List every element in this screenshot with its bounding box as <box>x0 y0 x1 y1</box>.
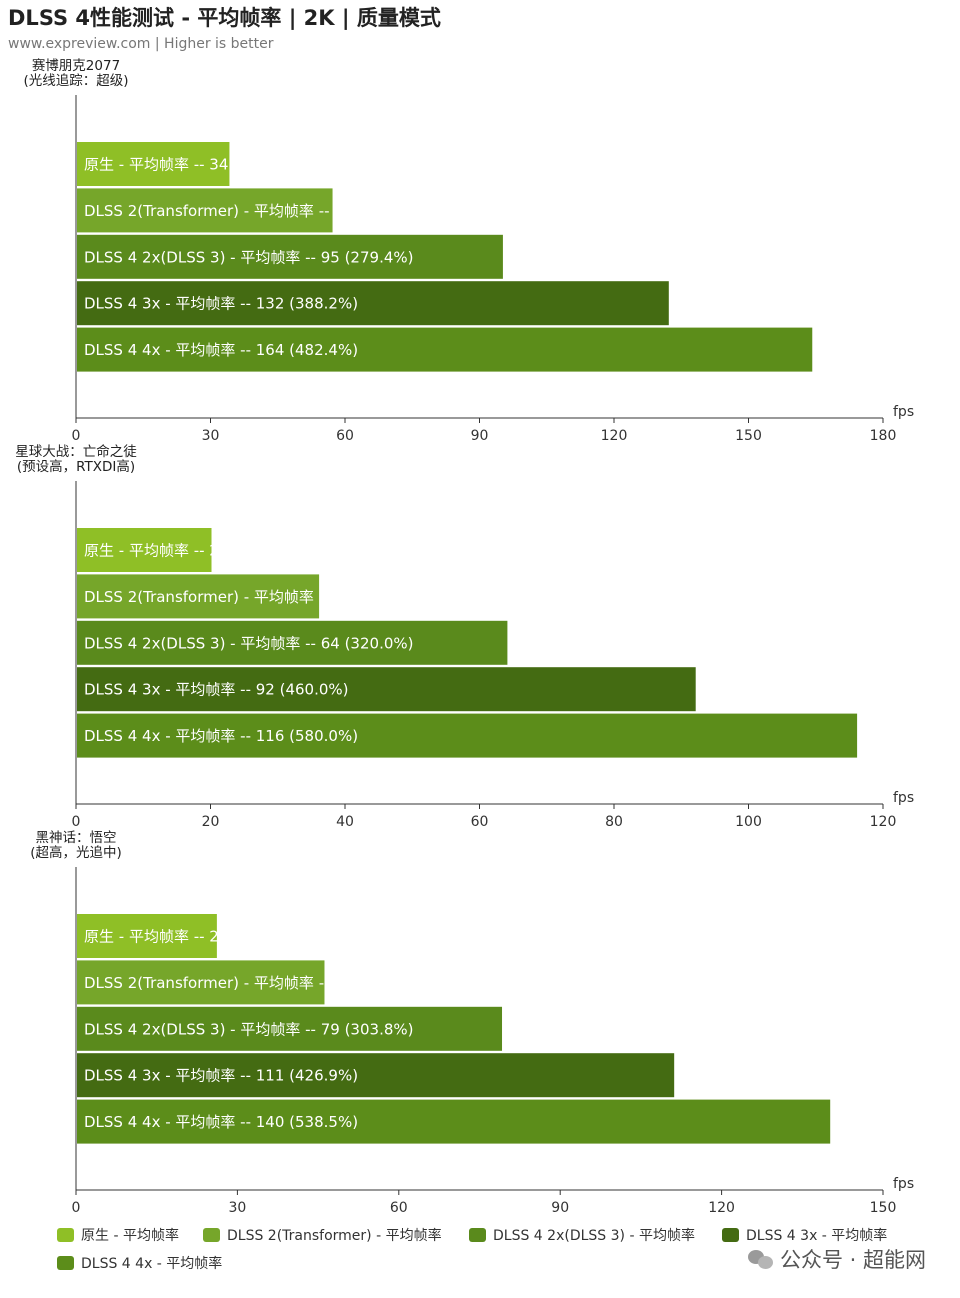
legend-label: 原生 - 平均帧率 <box>81 1227 179 1244</box>
legend-swatch <box>469 1228 486 1242</box>
bar <box>77 528 212 572</box>
x-tick-label: 60 <box>390 1200 408 1216</box>
bar <box>77 327 813 372</box>
legend-label: DLSS 4 2x(DLSS 3) - 平均帧率 <box>493 1227 695 1244</box>
bar <box>77 914 217 958</box>
legend-label: DLSS 4 3x - 平均帧率 <box>746 1227 887 1244</box>
x-tick-label: 90 <box>551 1200 569 1216</box>
x-unit-label: fps <box>893 790 914 806</box>
bar <box>77 667 696 712</box>
bar <box>77 142 230 186</box>
legend-label: DLSS 2(Transformer) - 平均帧率 <box>227 1227 442 1244</box>
watermark: 公众号 · 超能网 <box>747 1244 926 1274</box>
x-tick-label: 0 <box>72 814 81 830</box>
bar-label: DLSS 4 4x - 平均帧率 -- 164 (482.4%) <box>84 341 358 359</box>
bar <box>77 1099 831 1144</box>
legend-swatch <box>57 1228 74 1242</box>
watermark-text: 公众号 · 超能网 <box>779 1248 926 1272</box>
bar-label: DLSS 4 3x - 平均帧率 -- 92 (460.0%) <box>84 681 349 699</box>
x-tick-label: 100 <box>735 814 762 830</box>
bar-label: DLSS 4 2x(DLSS 3) - 平均帧率 -- 95 (279.4%) <box>84 248 413 266</box>
x-tick-label: 90 <box>471 428 489 444</box>
bar-label: DLSS 2(Transformer) - 平均帧率 -- 46 (176.9%… <box>84 974 427 992</box>
x-tick-label: 120 <box>601 428 628 444</box>
bar-label: DLSS 2(Transformer) - 平均帧率 -- 57 (167.6%… <box>84 202 427 220</box>
game-label: 黑神话：悟空 <box>36 830 117 846</box>
bar-label: DLSS 4 2x(DLSS 3) - 平均帧率 -- 79 (303.8%) <box>84 1020 413 1038</box>
x-tick-label: 180 <box>870 428 897 444</box>
legend-swatch <box>722 1228 739 1242</box>
x-tick-label: 80 <box>605 814 623 830</box>
x-tick-label: 120 <box>708 1200 735 1216</box>
legend-swatch <box>57 1256 74 1270</box>
bar-label: DLSS 2(Transformer) - 平均帧率 -- 36 (180.0%… <box>84 588 427 606</box>
bar-label: DLSS 4 3x - 平均帧率 -- 111 (426.9%) <box>84 1067 358 1085</box>
x-tick-label: 60 <box>336 428 354 444</box>
bar <box>77 281 669 326</box>
legend-swatch <box>203 1228 220 1242</box>
x-tick-label: 0 <box>72 1200 81 1216</box>
bar-label: DLSS 4 4x - 平均帧率 -- 116 (580.0%) <box>84 727 358 745</box>
wechat-icon <box>747 1248 774 1270</box>
bar-label: 原生 - 平均帧率 -- 26 (100.0%) <box>84 928 302 946</box>
x-tick-label: 20 <box>202 814 220 830</box>
bar <box>77 1006 503 1051</box>
game-label: (光线追踪：超级) <box>23 73 128 89</box>
x-tick-label: 60 <box>471 814 489 830</box>
chart-subtitle: www.expreview.com | Higher is better <box>8 36 274 52</box>
x-tick-label: 0 <box>72 428 81 444</box>
x-tick-label: 30 <box>202 428 220 444</box>
x-tick-label: 30 <box>228 1200 246 1216</box>
x-tick-label: 150 <box>870 1200 897 1216</box>
game-label: (预设高，RTXDI高) <box>17 458 135 475</box>
bar-label: 原生 - 平均帧率 -- 34 (100.0%) <box>84 156 302 174</box>
legend-label: DLSS 4 4x - 平均帧率 <box>81 1255 222 1272</box>
bar <box>77 574 320 619</box>
bar-label: DLSS 4 2x(DLSS 3) - 平均帧率 -- 64 (320.0%) <box>84 634 413 652</box>
game-label: 星球大战：亡命之徒 <box>15 443 137 460</box>
bar-label: DLSS 4 4x - 平均帧率 -- 140 (538.5%) <box>84 1113 358 1131</box>
x-unit-label: fps <box>893 404 914 420</box>
x-tick-label: 120 <box>870 814 897 830</box>
x-tick-label: 150 <box>735 428 762 444</box>
chart-title: DLSS 4性能测试 - 平均帧率 | 2K | 质量模式 <box>8 6 441 30</box>
game-label: (超高，光追中) <box>30 844 122 861</box>
bar <box>77 713 858 758</box>
bar <box>77 234 503 279</box>
bar-label: 原生 - 平均帧率 -- 20 (100.0%) <box>84 542 302 560</box>
game-label: 赛博朋克2077 <box>32 57 120 74</box>
x-tick-label: 40 <box>336 814 354 830</box>
bar-label: DLSS 4 3x - 平均帧率 -- 132 (388.2%) <box>84 295 358 313</box>
bar <box>77 188 333 233</box>
x-unit-label: fps <box>893 1176 914 1192</box>
bar <box>77 620 508 665</box>
bar <box>77 960 325 1005</box>
bar <box>77 1053 675 1098</box>
